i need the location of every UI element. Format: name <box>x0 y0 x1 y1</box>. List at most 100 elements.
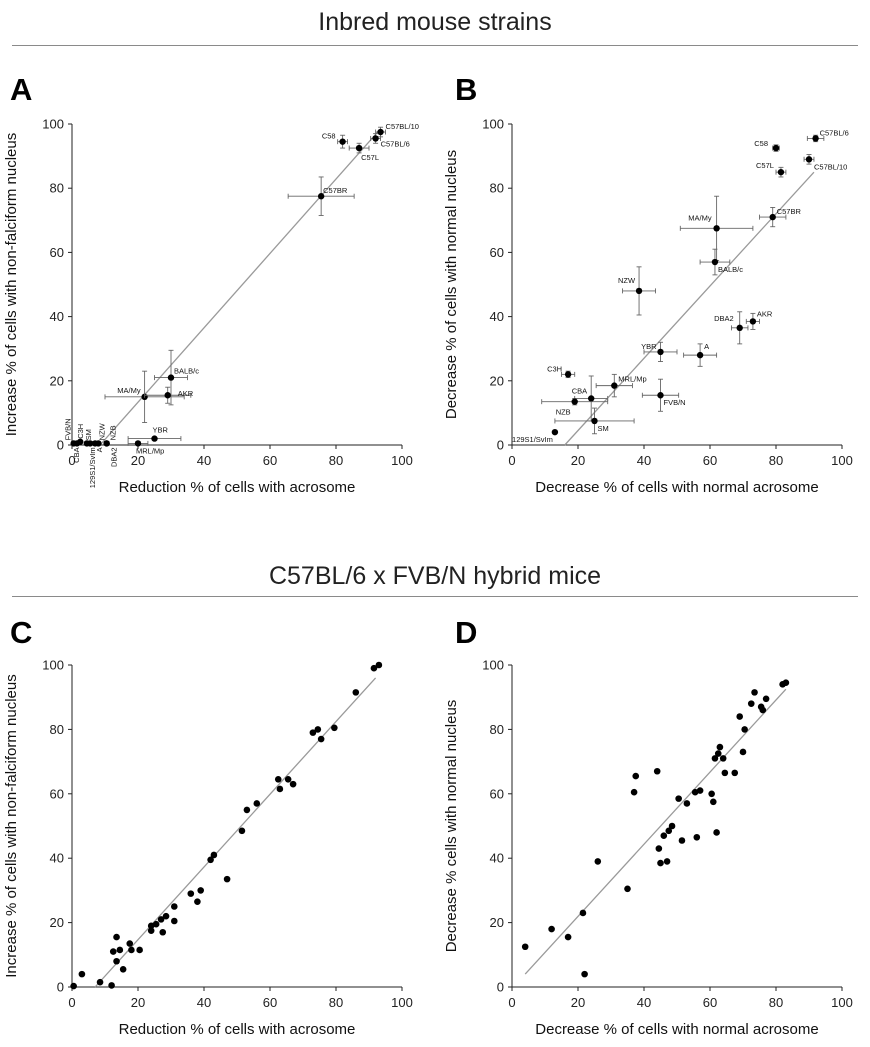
point-label-akr: AKR <box>178 389 194 398</box>
y-tick-label-b: 0 <box>497 438 504 453</box>
top-divider <box>12 45 858 46</box>
y-axis-label-c: Increase % of cells with non-falciform n… <box>3 674 20 977</box>
point-label-c58: C58 <box>754 139 768 148</box>
data-point <box>668 822 676 830</box>
point-label-c57bl-10: C57BL/10 <box>814 162 847 171</box>
data-point <box>696 787 704 794</box>
data-point <box>331 724 338 732</box>
data-point <box>716 743 724 751</box>
point-label-nzb: NZB <box>109 425 118 440</box>
point-label-balb-c: BALB/c <box>174 367 199 376</box>
x-tick-label-a: 80 <box>329 453 343 468</box>
x-tick-label-b: 100 <box>831 453 853 468</box>
data-point <box>782 679 790 687</box>
point-c57bl-6 <box>372 135 379 142</box>
data-point <box>136 946 143 954</box>
point-label-ybr: YBR <box>153 426 169 435</box>
y-tick-label-a: 100 <box>42 117 64 132</box>
x-tick-label-d: 60 <box>703 995 717 1010</box>
fit-line-d <box>524 688 787 975</box>
y-tick-label-c: 20 <box>50 915 64 930</box>
data-point <box>375 661 383 669</box>
data-point <box>678 837 686 844</box>
x-tick-label-d: 80 <box>769 995 783 1010</box>
y-tick-label-b: 20 <box>490 373 504 388</box>
x-tick-label-c: 80 <box>329 995 343 1010</box>
data-point <box>675 795 682 802</box>
point-c57bl-10 <box>805 156 813 163</box>
data-point <box>243 806 251 814</box>
data-point <box>197 887 204 894</box>
data-point <box>521 943 529 951</box>
data-point <box>194 898 201 905</box>
y-tick-label-c: 60 <box>50 786 64 801</box>
y-tick-label-d: 100 <box>482 658 504 673</box>
y-tick-label-a: 0 <box>57 438 64 453</box>
point-label-sm: SM <box>598 424 609 433</box>
data-point <box>581 970 588 978</box>
point-label-a: A <box>95 447 104 452</box>
point-label-ma-my: MA/My <box>688 213 712 222</box>
y-tick-label-a: 80 <box>50 181 64 196</box>
data-point <box>624 885 631 893</box>
y-tick-label-a: 60 <box>50 245 64 260</box>
chart-panel-b: 0 20 40 60 80 100 0 20 40 60 80 100 Decrease % of ce… <box>443 117 853 497</box>
panel-letter-a: A <box>10 72 33 107</box>
point-label-c57br: C57BR <box>323 186 348 195</box>
data-point <box>253 800 261 807</box>
y-axis-label-a: Increase % of cells with non-falciform n… <box>3 133 20 436</box>
data-point <box>710 798 717 806</box>
point-label-c58: C58 <box>322 132 336 141</box>
data-point <box>759 706 767 714</box>
data-point <box>147 922 155 930</box>
data-point <box>579 909 587 917</box>
data-point <box>119 965 127 973</box>
point-akr <box>164 392 171 399</box>
point-label-c57br: C57BR <box>777 207 802 216</box>
data-point <box>126 940 134 947</box>
data-point <box>741 726 748 733</box>
data-point <box>632 772 640 780</box>
point-balb-c <box>167 374 175 381</box>
data-point <box>157 916 165 923</box>
point-c57br <box>769 213 776 221</box>
x-tick-label-d: 40 <box>637 995 651 1010</box>
y-tick-label-d: 0 <box>497 980 504 995</box>
data-point <box>159 928 167 936</box>
data-point <box>683 800 691 807</box>
data-point <box>762 695 770 703</box>
point-label-sm: SM <box>84 429 93 440</box>
chart-panel-d: 0 20 40 60 80 100 0 20 40 60 80 100 Decrease % of ce… <box>443 658 853 1039</box>
point-label-ybr: YBR <box>641 342 657 351</box>
panel-letter-d: D <box>455 615 478 650</box>
data-point <box>171 917 178 925</box>
y-tick-label-a: 40 <box>50 309 64 324</box>
point-c57br <box>317 193 325 200</box>
data-point <box>152 920 160 928</box>
chart-panel-a: 0 20 40 60 80 100 0 20 40 60 80 100 Reduction % of c… <box>3 117 419 497</box>
data-point <box>736 713 743 720</box>
point-label-mrl-mp: MRL/Mp <box>618 375 646 384</box>
data-point <box>116 946 124 954</box>
data-point <box>594 858 602 865</box>
data-point <box>564 933 572 941</box>
data-point <box>751 689 758 696</box>
panel-letter-b: B <box>455 72 478 107</box>
y-tick-label-c: 100 <box>42 658 64 673</box>
y-tick-label-b: 80 <box>490 181 504 196</box>
point-akr <box>749 318 757 325</box>
x-tick-label-a: 0 <box>68 453 75 468</box>
point-label-balb-c: BALB/c <box>718 265 743 274</box>
data-point <box>70 982 77 990</box>
y-tick-label-c: 80 <box>50 722 64 737</box>
x-tick-label-c: 0 <box>68 995 75 1010</box>
x-tick-label-a: 20 <box>131 453 145 468</box>
point-label-dba2: DBA2 <box>110 447 119 467</box>
point-label-c57l: C57L <box>756 161 774 170</box>
point-label-nzw: NZW <box>97 422 106 440</box>
data-point <box>630 788 638 796</box>
point-c58 <box>339 138 346 145</box>
point-129s1-svim <box>551 428 559 436</box>
x-tick-label-b: 20 <box>571 453 585 468</box>
data-point <box>78 970 86 978</box>
